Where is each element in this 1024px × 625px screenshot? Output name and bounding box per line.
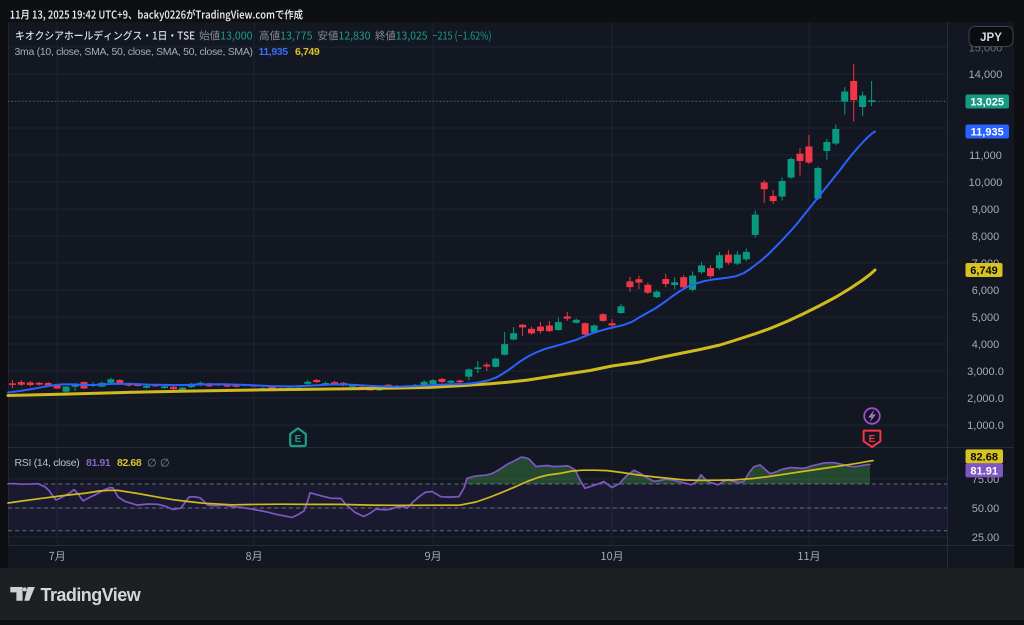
svg-text:14,000: 14,000 <box>969 69 1003 81</box>
svg-text:RSI (14, close): RSI (14, close) <box>15 457 80 469</box>
svg-text:TradingView: TradingView <box>41 585 142 605</box>
svg-text:82.68: 82.68 <box>117 457 142 469</box>
svg-text:3,000.0: 3,000.0 <box>967 366 1004 378</box>
svg-text:10,000: 10,000 <box>969 177 1003 189</box>
svg-text:11,935: 11,935 <box>259 46 289 58</box>
svg-text:6,749: 6,749 <box>295 46 320 58</box>
svg-text:3ma (10, close, SMA, 50, close: 3ma (10, close, SMA, 50, close, SMA, 50,… <box>15 46 253 58</box>
svg-text:5,000: 5,000 <box>972 312 1000 324</box>
svg-text:81.91: 81.91 <box>86 457 111 469</box>
svg-text:82.68: 82.68 <box>970 451 998 463</box>
svg-text:1,000.0: 1,000.0 <box>967 420 1004 432</box>
svg-text:13,025: 13,025 <box>970 96 1004 108</box>
svg-text:E: E <box>295 434 302 445</box>
svg-text:50.00: 50.00 <box>972 503 1000 515</box>
svg-text:6,000: 6,000 <box>972 285 1000 297</box>
svg-text:25.00: 25.00 <box>972 532 1000 544</box>
svg-text:∅: ∅ <box>160 458 170 470</box>
svg-text:2,000.0: 2,000.0 <box>967 393 1004 405</box>
svg-text:4,000: 4,000 <box>972 339 1000 351</box>
svg-text:JPY: JPY <box>980 32 1002 44</box>
svg-text:∅: ∅ <box>147 458 157 470</box>
svg-text:9,000: 9,000 <box>972 204 1000 216</box>
svg-text:11,000: 11,000 <box>969 150 1002 162</box>
svg-text:6,749: 6,749 <box>970 265 998 277</box>
svg-text:E: E <box>869 434 876 445</box>
svg-text:8,000: 8,000 <box>972 231 1000 243</box>
svg-text:81.91: 81.91 <box>970 465 998 477</box>
svg-text:11,935: 11,935 <box>971 126 1004 138</box>
